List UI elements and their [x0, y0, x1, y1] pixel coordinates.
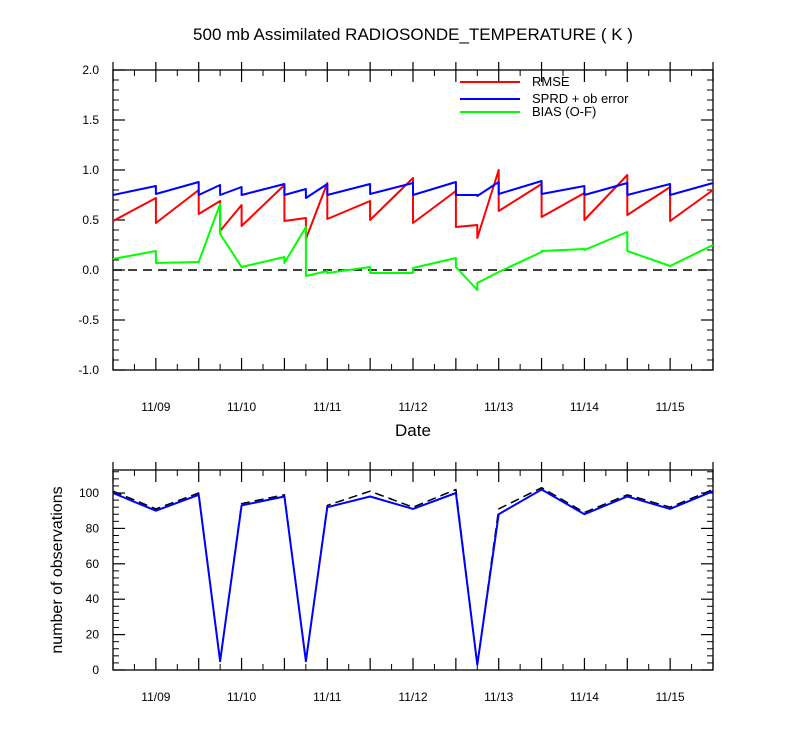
x-tick-label: 11/09 [141, 400, 170, 414]
x-tick-label: 11/09 [141, 690, 170, 704]
x-tick-label: 11/10 [227, 400, 256, 414]
series-line-bias-o-f- [112, 203, 714, 291]
y-tick-label: -0.5 [78, 313, 99, 327]
series-line-total-observations [112, 486, 714, 666]
y-tick-label: 0.0 [82, 263, 99, 277]
y-tick-label: 80 [86, 521, 100, 535]
legend-label-rmse: RMSE [532, 74, 570, 89]
chart-title: 500 mb Assimilated RADIOSONDE_TEMPERATUR… [193, 25, 633, 44]
x-tick-label: 11/10 [227, 690, 256, 704]
x-tick-label: 11/11 [313, 400, 342, 414]
y-tick-label: 1.5 [82, 113, 99, 127]
x-tick-label: 11/14 [570, 690, 599, 704]
y-tick-label: 40 [86, 592, 100, 606]
legend-label-bias-o-f-: BIAS (O-F) [532, 104, 596, 119]
x-axis-title: Date [395, 421, 431, 440]
x-tick-label: 11/15 [656, 690, 685, 704]
x-tick-label: 11/11 [313, 690, 342, 704]
series-line-rmse [112, 169, 714, 240]
observation-count-chart: 11/09 11/10 11/11 11/12 11/13 11/14 11/15 0 20 40… [49, 462, 714, 704]
x-tick-label: 11/13 [484, 690, 513, 704]
y-axis-title: number of observations [49, 486, 66, 653]
y-tick-label: 20 [86, 628, 100, 642]
series-line-sprd-ob-error [112, 180, 714, 199]
x-tick-label: 11/12 [398, 690, 427, 704]
assimilation-stats-chart: 11/09 11/10 11/11 11/12 11/13 11/14 11/15 -1.0 -… [78, 25, 714, 440]
x-tick-label: 11/13 [484, 400, 513, 414]
y-tick-label: 100 [79, 486, 99, 500]
y-tick-label: 2.0 [82, 63, 99, 77]
plot-frame [112, 469, 714, 671]
y-tick-label: 60 [86, 557, 100, 571]
x-tick-label: 11/14 [570, 400, 599, 414]
y-tick-label: 0.5 [82, 213, 99, 227]
y-tick-label: 0 [92, 663, 99, 677]
x-tick-label: 11/15 [656, 400, 685, 414]
legend-label-sprd-ob-error: SPRD + ob error [532, 91, 629, 106]
y-tick-label: 1.0 [82, 163, 99, 177]
series-line-assimilated-observations [112, 488, 714, 666]
x-tick-label: 11/12 [398, 400, 427, 414]
y-tick-label: -1.0 [78, 363, 99, 377]
